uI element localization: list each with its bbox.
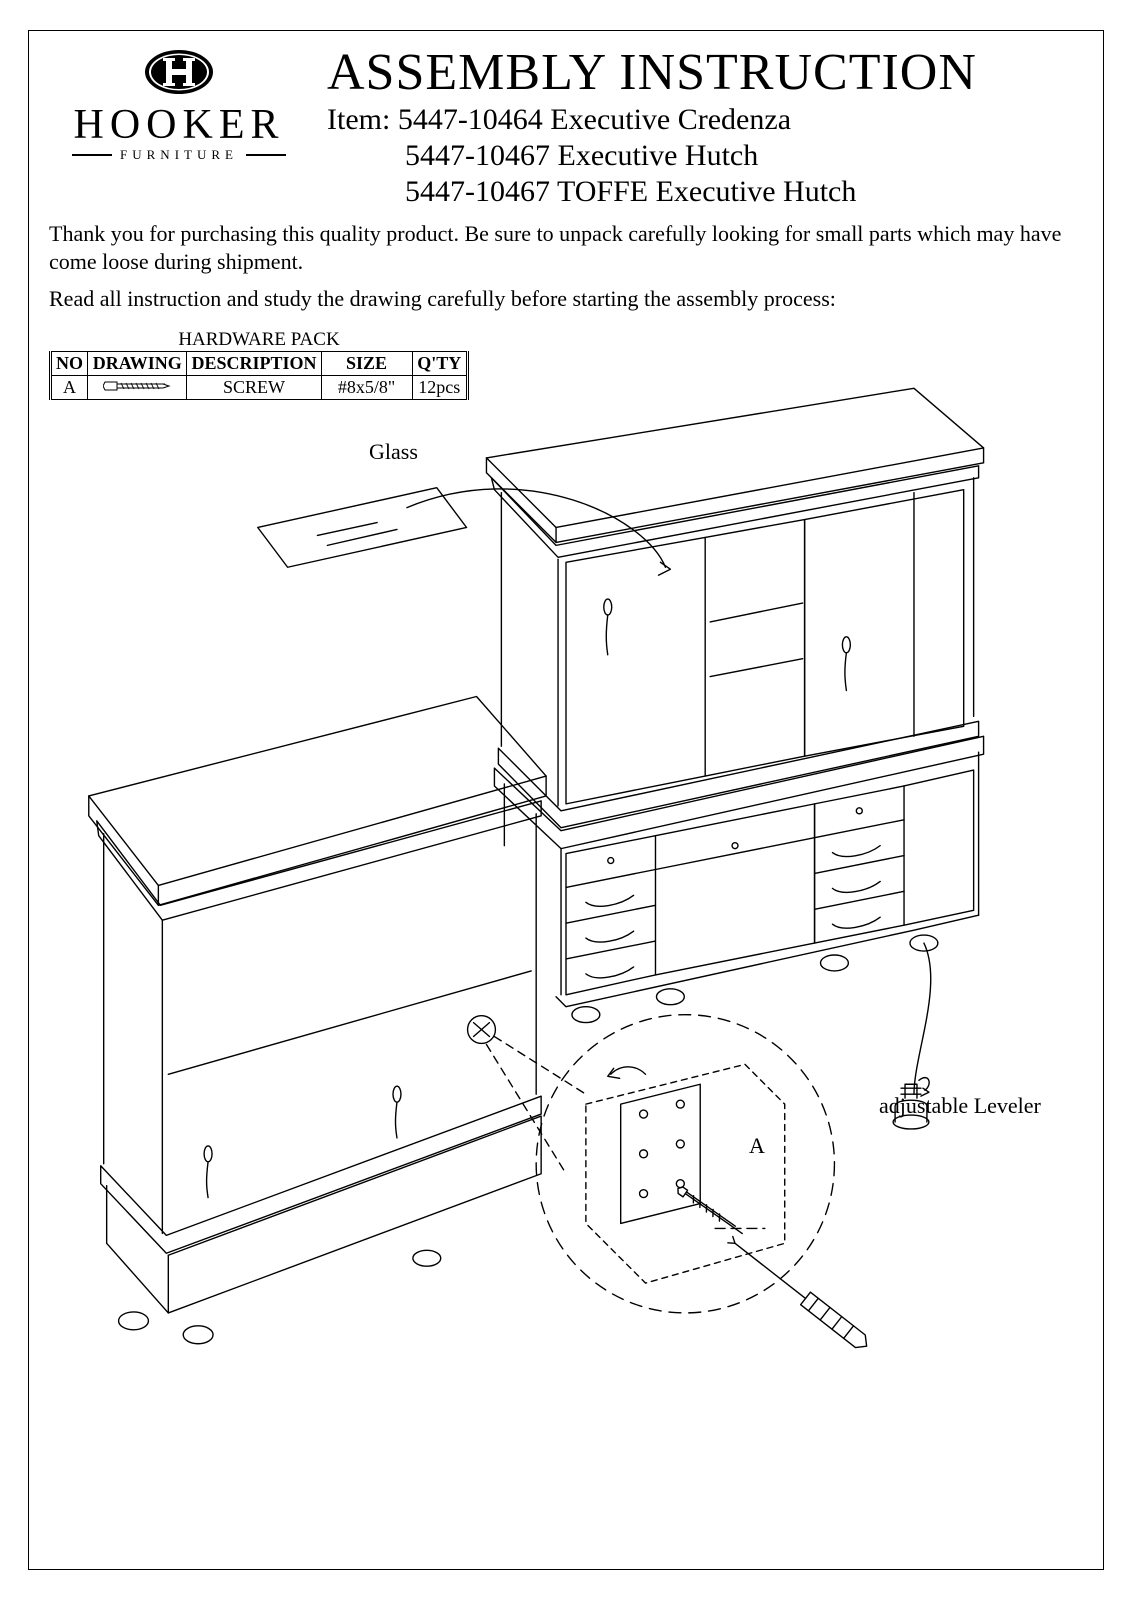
furniture-line-drawing [49, 361, 1083, 1549]
assembly-diagram: Glass adjustable Leveler A [49, 361, 1083, 1549]
detail-a-label: A [749, 1133, 765, 1159]
page-frame: HOOKER FURNITURE ASSEMBLY INSTRUCTION It… [28, 30, 1104, 1570]
item-0: 5447-10464 Executive Credenza [398, 103, 791, 136]
item-line-2: 5447-10467 Executive Hutch [327, 138, 1083, 174]
header: HOOKER FURNITURE ASSEMBLY INSTRUCTION It… [49, 43, 1083, 210]
brand-name: HOOKER [74, 101, 285, 149]
right-assembly [486, 388, 983, 1022]
rule-left [72, 154, 112, 156]
left-assembly [89, 697, 546, 1344]
brand-sub: FURNITURE [120, 147, 238, 163]
brand-subline: FURNITURE [72, 147, 286, 163]
item-line-1: Item: 5447-10464 Executive Credenza [327, 102, 1083, 138]
glass-pane [258, 488, 467, 568]
intro-text-2: Read all instruction and study the drawi… [49, 285, 1083, 313]
intro-text-1: Thank you for purchasing this quality pr… [49, 220, 1083, 275]
hardware-pack-title: HARDWARE PACK [49, 329, 469, 351]
leveler-label: adjustable Leveler [879, 1093, 1041, 1119]
page-title: ASSEMBLY INSTRUCTION [327, 43, 1083, 102]
item-prefix: Item: [327, 103, 390, 136]
glass-label: Glass [369, 439, 418, 465]
rule-right [246, 154, 286, 156]
brand-mark-icon [142, 47, 216, 97]
brand-logo-block: HOOKER FURNITURE [49, 47, 309, 163]
item-line-3: 5447-10467 TOFFE Executive Hutch [327, 174, 1083, 210]
title-block: ASSEMBLY INSTRUCTION Item: 5447-10464 Ex… [327, 43, 1083, 210]
detail-circle [536, 1015, 871, 1353]
